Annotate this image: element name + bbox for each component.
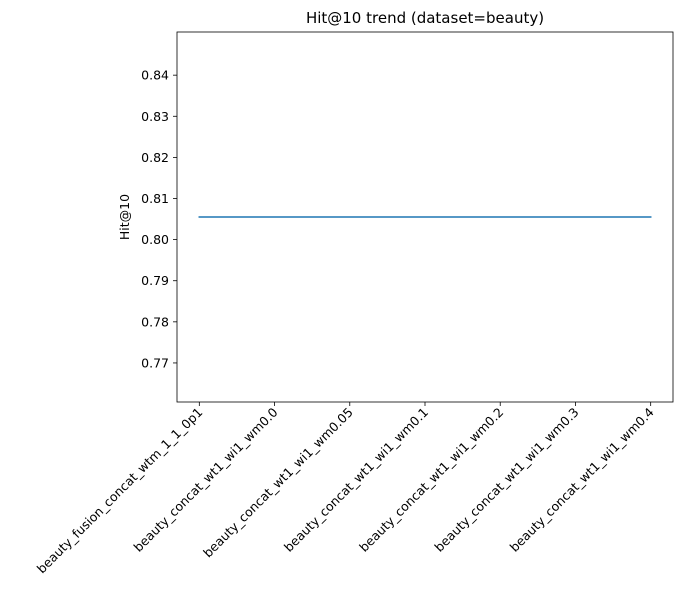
x-tick-label: beauty_concat_wt1_wi1_wm0.2 — [356, 405, 506, 555]
y-tick-label: 0.84 — [141, 68, 169, 83]
y-tick-label: 0.78 — [141, 314, 169, 329]
x-tick-label: beauty_concat_wt1_wi1_wm0.4 — [507, 404, 657, 554]
x-tick-label: beauty_concat_wt1_wi1_wm0.0 — [130, 404, 280, 554]
x-tick-label: beauty_concat_wt1_wi1_wm0.1 — [281, 405, 431, 555]
x-tick-label: beauty_fusion_concat_wtm_1_1_0p1 — [34, 405, 206, 577]
y-tick-label: 0.77 — [141, 355, 169, 370]
y-tick-label: 0.82 — [141, 150, 169, 165]
axes-frame — [176, 31, 674, 403]
plot-area: 0.77 0.78 0.79 0.80 0.81 0.82 0.83 0.84 beauty_f… — [34, 31, 674, 577]
y-tick-label: 0.81 — [141, 191, 169, 206]
y-tick-label: 0.80 — [141, 232, 169, 247]
y-tick-label: 0.79 — [141, 273, 169, 288]
y-axis-label: Hit@10 — [117, 194, 132, 240]
x-tick-label: beauty_concat_wt1_wi1_wm0.3 — [431, 405, 581, 555]
y-tick-label: 0.83 — [141, 109, 169, 124]
chart-title: Hit@10 trend (dataset=beauty) — [306, 9, 544, 27]
x-tick-label: beauty_concat_wt1_wi1_wm0.05 — [200, 405, 356, 561]
